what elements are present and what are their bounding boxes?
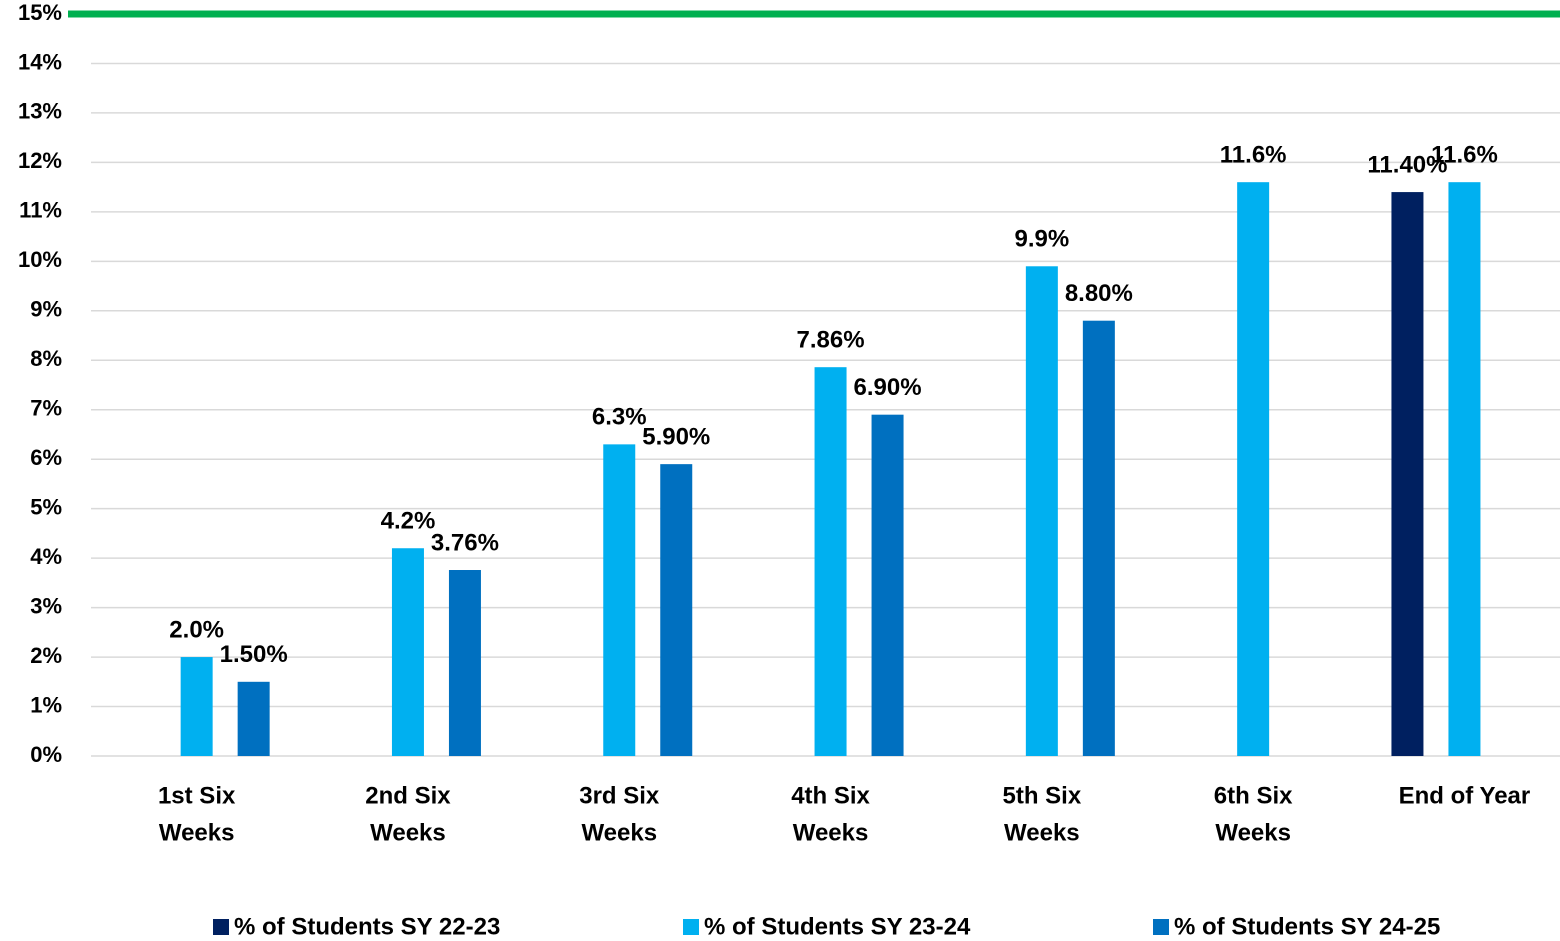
bar xyxy=(1025,266,1058,756)
y-tick-label: 4% xyxy=(30,544,62,569)
y-tick-label: 10% xyxy=(18,247,62,272)
x-tick-label: Weeks xyxy=(1215,819,1291,846)
legend-label: % of Students SY 24-25 xyxy=(1174,913,1440,940)
value-label: 6.3% xyxy=(592,404,647,431)
bar xyxy=(1448,182,1481,757)
y-tick-label: 6% xyxy=(30,445,62,470)
value-label: 8.80% xyxy=(1065,280,1133,307)
value-label: 4.2% xyxy=(381,508,436,535)
value-label: 5.90% xyxy=(642,423,710,450)
value-label: 9.9% xyxy=(1014,226,1069,253)
y-tick-label: 2% xyxy=(30,643,62,668)
value-label: 6.90% xyxy=(854,374,922,401)
bar xyxy=(237,681,270,756)
y-tick-label: 5% xyxy=(30,494,62,519)
x-tick-label: Weeks xyxy=(793,819,869,846)
bar xyxy=(391,548,424,756)
x-tick-label: End of Year xyxy=(1399,782,1531,809)
value-label: 11.6% xyxy=(1431,142,1498,169)
bar xyxy=(660,464,693,756)
legend-label: % of Students SY 22-23 xyxy=(234,913,500,940)
value-label: 11.6% xyxy=(1220,142,1287,169)
y-tick-label: 7% xyxy=(30,396,62,421)
legend-swatch xyxy=(1153,919,1169,935)
y-tick-label: 1% xyxy=(30,692,62,717)
x-tick-label: 4th Six xyxy=(791,782,870,809)
y-tick-label: 14% xyxy=(18,49,62,74)
legend-label: % of Students SY 23-24 xyxy=(704,913,971,940)
value-label: 3.76% xyxy=(431,529,499,556)
x-tick-label: Weeks xyxy=(581,819,657,846)
bar xyxy=(603,444,636,756)
x-tick-label: 1st Six xyxy=(158,782,236,809)
legend-swatch xyxy=(683,919,699,935)
bar xyxy=(814,367,847,756)
y-tick-label: 12% xyxy=(18,148,62,173)
value-label: 1.50% xyxy=(220,641,288,668)
x-tick-label: Weeks xyxy=(159,819,235,846)
x-tick-label: 2nd Six xyxy=(365,782,451,809)
bar xyxy=(871,414,904,756)
y-tick-label: 9% xyxy=(30,297,62,322)
legend-swatch xyxy=(213,919,229,935)
x-tick-label: Weeks xyxy=(1004,819,1080,846)
x-tick-label: Weeks xyxy=(370,819,446,846)
value-label: 2.0% xyxy=(169,616,224,643)
x-tick-label: 3rd Six xyxy=(579,782,660,809)
value-label: 7.86% xyxy=(797,327,865,354)
y-tick-label: 13% xyxy=(18,99,62,124)
x-tick-label: 6th Six xyxy=(1214,782,1293,809)
x-tick-label: 5th Six xyxy=(1002,782,1081,809)
y-tick-label: 3% xyxy=(30,593,62,618)
y-tick-label: 11% xyxy=(19,198,62,223)
value-label: 11.40% xyxy=(1367,151,1447,178)
y-tick-label: 8% xyxy=(30,346,62,371)
y-tick-label: 0% xyxy=(30,742,62,767)
y-tick-label: 15% xyxy=(18,0,62,25)
bar xyxy=(1082,320,1115,756)
bar xyxy=(180,657,213,756)
bar xyxy=(1237,182,1270,757)
bar xyxy=(1391,192,1424,756)
bar xyxy=(448,570,481,756)
